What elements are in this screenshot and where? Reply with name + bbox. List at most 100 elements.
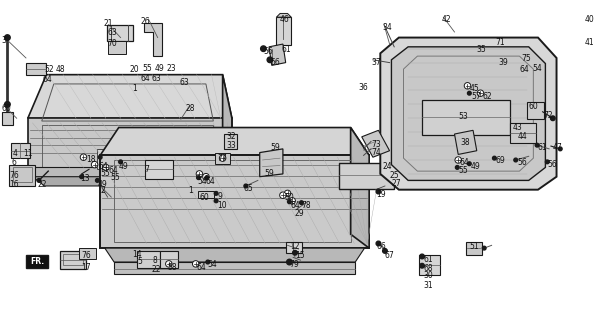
Circle shape [215, 192, 218, 195]
Text: 57: 57 [471, 92, 481, 101]
Bar [276, 17, 291, 45]
Text: 64: 64 [140, 74, 150, 83]
Text: 40: 40 [584, 15, 594, 24]
Text: 19: 19 [376, 190, 386, 199]
Circle shape [166, 260, 172, 267]
Text: 43: 43 [513, 123, 523, 132]
Circle shape [455, 157, 462, 163]
Text: 5: 5 [137, 257, 142, 266]
Text: 22: 22 [151, 265, 161, 274]
Text: 64: 64 [43, 75, 53, 84]
Text: 52: 52 [45, 65, 54, 74]
Text: 32: 32 [226, 132, 236, 141]
Bar [63, 254, 83, 265]
Circle shape [535, 143, 539, 147]
Text: 54: 54 [208, 260, 218, 269]
Polygon shape [28, 118, 232, 174]
Circle shape [287, 259, 292, 265]
Circle shape [478, 90, 484, 96]
Bar [197, 191, 215, 198]
Bar [145, 160, 172, 179]
Polygon shape [276, 13, 291, 17]
Text: 37: 37 [371, 58, 381, 67]
Text: 64: 64 [206, 177, 216, 186]
Text: 30: 30 [423, 271, 433, 280]
Circle shape [376, 241, 381, 246]
Circle shape [119, 160, 123, 164]
Text: 79: 79 [289, 260, 299, 269]
Text: 53: 53 [458, 112, 468, 121]
Text: 15: 15 [295, 251, 305, 260]
Circle shape [455, 165, 459, 169]
Text: 49: 49 [470, 162, 480, 171]
Text: 20: 20 [130, 65, 140, 74]
Circle shape [244, 184, 248, 188]
Text: 74: 74 [371, 148, 381, 157]
Text: 7: 7 [145, 164, 150, 174]
Text: 41: 41 [584, 37, 594, 47]
Circle shape [80, 154, 86, 160]
Bar [573, 13, 613, 64]
Circle shape [196, 171, 203, 177]
Text: 1: 1 [188, 186, 193, 195]
Circle shape [482, 246, 486, 250]
Circle shape [284, 190, 291, 196]
Polygon shape [351, 128, 369, 248]
Text: 62: 62 [482, 92, 492, 101]
Text: 26: 26 [141, 17, 151, 26]
Text: 73: 73 [371, 140, 381, 148]
Text: 8: 8 [152, 256, 157, 265]
Bar [42, 125, 213, 167]
Text: 42: 42 [441, 15, 451, 24]
Polygon shape [100, 128, 369, 156]
Bar [108, 41, 126, 54]
Circle shape [607, 25, 611, 28]
Text: FR.: FR. [30, 257, 44, 266]
Polygon shape [578, 64, 603, 80]
Circle shape [192, 260, 199, 267]
Bar [26, 255, 48, 268]
Text: 38: 38 [460, 138, 470, 147]
Text: 13: 13 [80, 174, 89, 183]
Circle shape [280, 192, 286, 198]
Text: 64: 64 [291, 201, 300, 210]
Circle shape [102, 164, 109, 171]
Bar [159, 251, 178, 268]
Text: 61: 61 [538, 143, 547, 152]
Circle shape [468, 162, 471, 165]
Bar [2, 112, 13, 125]
Circle shape [558, 147, 562, 151]
Circle shape [206, 260, 210, 264]
Text: 55: 55 [100, 169, 110, 178]
Text: 56: 56 [517, 158, 527, 167]
Bar [510, 123, 536, 143]
Circle shape [5, 101, 10, 107]
Bar [97, 149, 181, 169]
Text: 64: 64 [197, 263, 207, 272]
Circle shape [383, 249, 387, 253]
Text: 72: 72 [544, 111, 553, 120]
Bar [527, 102, 544, 119]
Polygon shape [28, 75, 232, 118]
Text: 55: 55 [110, 173, 120, 182]
Text: 67: 67 [384, 251, 394, 260]
Bar [60, 251, 86, 269]
Text: 2: 2 [100, 186, 105, 195]
Text: 23: 23 [167, 64, 177, 74]
Text: 51: 51 [470, 242, 479, 251]
Text: 36: 36 [358, 83, 368, 92]
Text: 12: 12 [291, 242, 300, 251]
Polygon shape [114, 262, 356, 274]
Text: 24: 24 [382, 162, 392, 171]
Text: 55: 55 [143, 64, 153, 74]
Text: 76: 76 [82, 251, 91, 260]
Text: 6: 6 [11, 158, 16, 167]
Text: 49: 49 [119, 162, 129, 171]
Text: 50: 50 [285, 193, 294, 202]
Circle shape [514, 158, 517, 162]
Bar [107, 25, 132, 41]
Polygon shape [454, 130, 477, 155]
Circle shape [96, 179, 99, 182]
Circle shape [261, 46, 266, 52]
Text: 21: 21 [104, 19, 113, 28]
